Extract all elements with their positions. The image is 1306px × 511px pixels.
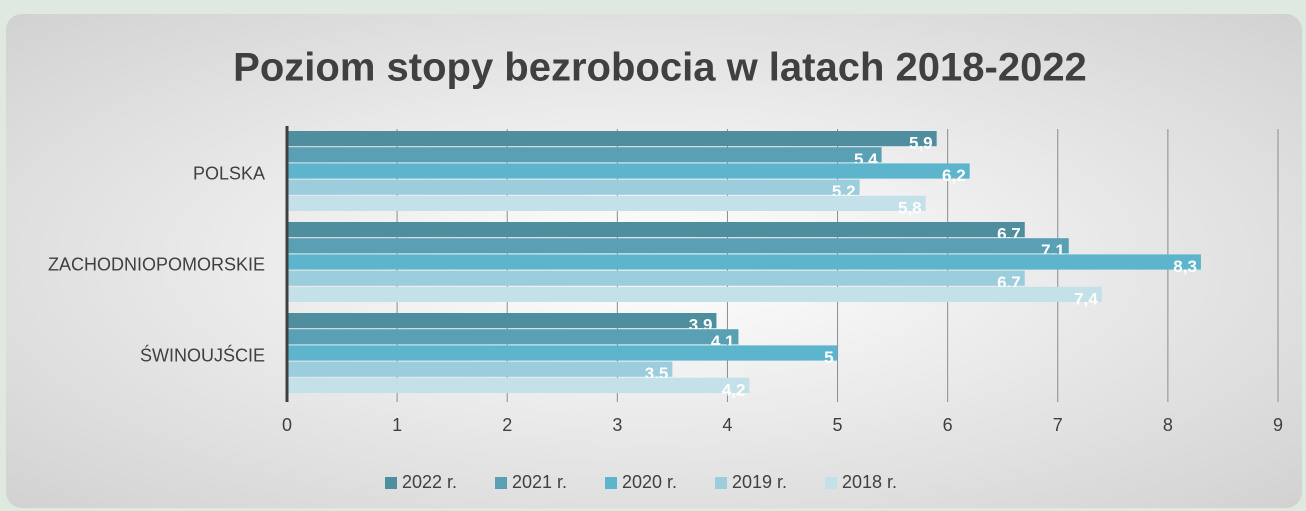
bar: [287, 313, 717, 329]
x-tick-label: 4: [722, 415, 732, 435]
y-tick-label: ŚWINOUJŚCIE: [140, 344, 265, 365]
bar: [287, 377, 750, 393]
legend-label: 2018 r.: [842, 472, 897, 492]
x-tick-label: 8: [1163, 415, 1173, 435]
y-tick-label: ZACHODNIOPOMORSKIE: [48, 254, 265, 274]
legend-swatch: [715, 477, 727, 489]
x-tick-label: 2: [502, 415, 512, 435]
legend-label: 2019 r.: [732, 472, 787, 492]
data-label: 8,3: [1173, 257, 1197, 276]
x-tick-label: 9: [1273, 415, 1283, 435]
bar: [287, 238, 1069, 254]
legend-swatch: [825, 477, 837, 489]
bar: [287, 329, 739, 345]
data-label: 6,2: [942, 166, 966, 185]
x-tick-label: 7: [1053, 415, 1063, 435]
bar: [287, 163, 970, 179]
x-tick-label: 0: [282, 415, 292, 435]
bar: [287, 222, 1025, 238]
legend-swatch: [495, 477, 507, 489]
data-label: 5,8: [898, 198, 922, 217]
x-tick-label: 6: [943, 415, 953, 435]
bar: [287, 179, 860, 195]
bar: [287, 254, 1201, 270]
x-tick-label: 3: [612, 415, 622, 435]
x-tick-label: 5: [833, 415, 843, 435]
bar: [287, 361, 673, 377]
bar: [287, 147, 882, 163]
legend-label: 2020 r.: [622, 472, 677, 492]
bar: [287, 195, 926, 211]
x-tick-label: 1: [392, 415, 402, 435]
bar: [287, 270, 1025, 286]
bar: [287, 131, 937, 147]
data-label: 4,2: [722, 380, 746, 399]
y-tick-label: POLSKA: [193, 163, 265, 183]
data-label: 5,9: [909, 134, 933, 153]
data-label: 5: [824, 348, 833, 367]
legend-swatch: [385, 477, 397, 489]
chart-title: Poziom stopy bezrobocia w latach 2018-20…: [233, 46, 1087, 90]
legend-label: 2022 r.: [402, 472, 457, 492]
legend-swatch: [605, 477, 617, 489]
legend-label: 2021 r.: [512, 472, 567, 492]
bar: [287, 286, 1102, 302]
bar: [287, 345, 838, 361]
data-label: 7,4: [1074, 289, 1098, 308]
